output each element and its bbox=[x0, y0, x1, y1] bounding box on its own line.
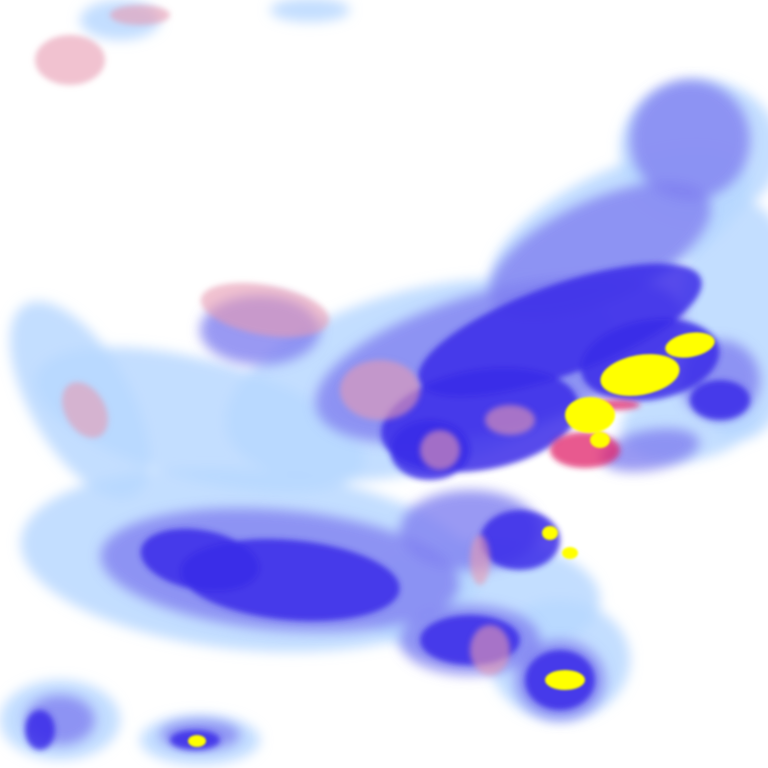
pink-patch bbox=[340, 360, 420, 420]
pink-patch bbox=[35, 35, 105, 85]
yellow-storm-cores bbox=[188, 332, 715, 747]
medium-cloud bbox=[630, 80, 750, 200]
warm-pink-patches bbox=[35, 5, 535, 675]
yellow-core bbox=[188, 735, 206, 747]
pink-patch bbox=[62, 382, 108, 438]
pink-patch bbox=[420, 430, 460, 470]
yellow-core bbox=[600, 354, 680, 396]
thin-cloud bbox=[270, 0, 350, 22]
yellow-core bbox=[562, 547, 578, 559]
thick-cloud bbox=[140, 528, 260, 592]
thick-cloud bbox=[480, 510, 560, 570]
pink-patch bbox=[110, 5, 170, 25]
thick-cloud bbox=[25, 710, 55, 750]
yellow-core bbox=[542, 526, 558, 540]
thick-cloud bbox=[690, 380, 750, 420]
yellow-core bbox=[665, 332, 715, 358]
yellow-core bbox=[545, 670, 585, 690]
pink-patch bbox=[485, 405, 535, 435]
pink-patch bbox=[470, 625, 510, 675]
yellow-core bbox=[565, 397, 615, 433]
pink-patch bbox=[200, 282, 330, 338]
thick-cloud-band bbox=[25, 263, 750, 750]
yellow-core bbox=[590, 432, 610, 448]
medium-cloud bbox=[600, 428, 700, 472]
red-core bbox=[550, 432, 620, 468]
pink-patch bbox=[470, 535, 490, 585]
thick-cloud bbox=[418, 263, 702, 397]
